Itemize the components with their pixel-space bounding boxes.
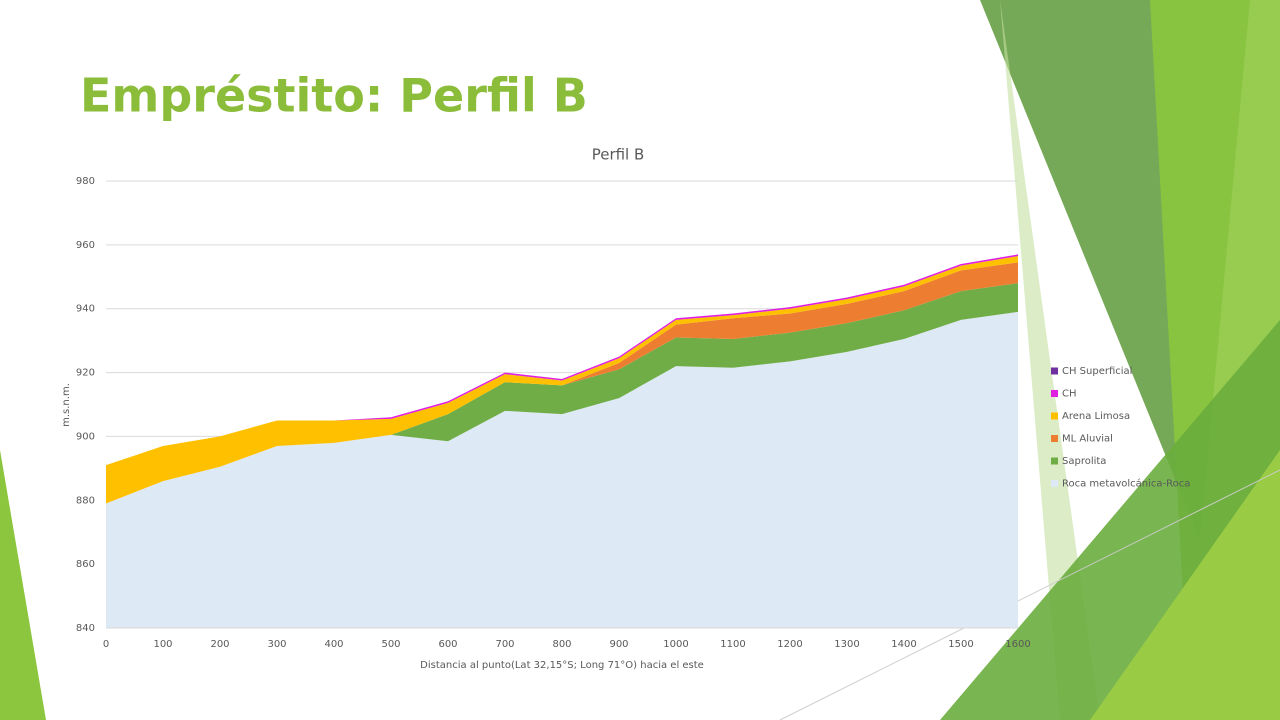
y-axis-label: m.s.n.m. [61,383,72,427]
legend-swatch [1051,480,1058,487]
legend-label: Roca metavolcánica-Roca [1062,478,1190,490]
legend-swatch [1051,435,1058,442]
legend-swatch [1051,457,1058,465]
chart-title: Perfil B [592,146,645,164]
legend-swatch [1051,390,1058,397]
x-tick-label: 1200 [777,639,802,650]
x-tick-label: 200 [210,639,229,650]
legend-label: Saprolita [1062,456,1106,467]
x-tick-label: 800 [552,639,571,650]
x-tick-label: 900 [609,639,628,650]
x-tick-label: 600 [438,639,457,650]
area [106,256,1018,504]
x-tick-label: 1000 [663,639,688,650]
area [106,311,1018,628]
area [106,283,1018,504]
slide-title: Empréstito: Perfil B [80,69,588,123]
legend-label: CH Superficial [1062,366,1132,377]
legend-label: ML Aluvial [1062,434,1113,445]
legend-swatch [1051,367,1058,375]
x-tick-label: 700 [495,639,514,650]
x-tick-label: 1100 [720,639,745,650]
legend-swatch [1051,412,1058,420]
x-tick-label: 1600 [1005,639,1030,650]
x-tick-label: 1300 [834,639,859,650]
x-tick-label: 100 [153,639,172,650]
x-tick-label: 1500 [948,639,973,650]
y-tick-label: 840 [76,623,95,634]
y-tick-label: 980 [76,176,95,187]
area [106,254,1018,466]
y-tick-label: 920 [76,368,95,379]
x-tick-label: 300 [267,639,286,650]
legend-label: CH [1062,389,1077,400]
plot-area: 840 860 880 900 920 940 960 980 0 100 200 300 400 500… [76,176,1191,650]
y-tick-label: 940 [76,304,95,315]
x-tick-label: 400 [324,639,343,650]
y-tick-label: 960 [76,240,95,251]
x-axis-label: Distancia al punto(Lat 32,15°S; Long 71°… [420,660,704,671]
legend-label: Arena Limosa [1062,411,1130,422]
area [106,262,1018,504]
x-tick-label: 500 [381,639,400,650]
x-tick-label: 0 [103,639,109,650]
y-tick-label: 880 [76,495,95,506]
y-tick-label: 900 [76,431,95,442]
x-tick-label: 1400 [891,639,916,650]
y-tick-label: 860 [76,559,95,570]
